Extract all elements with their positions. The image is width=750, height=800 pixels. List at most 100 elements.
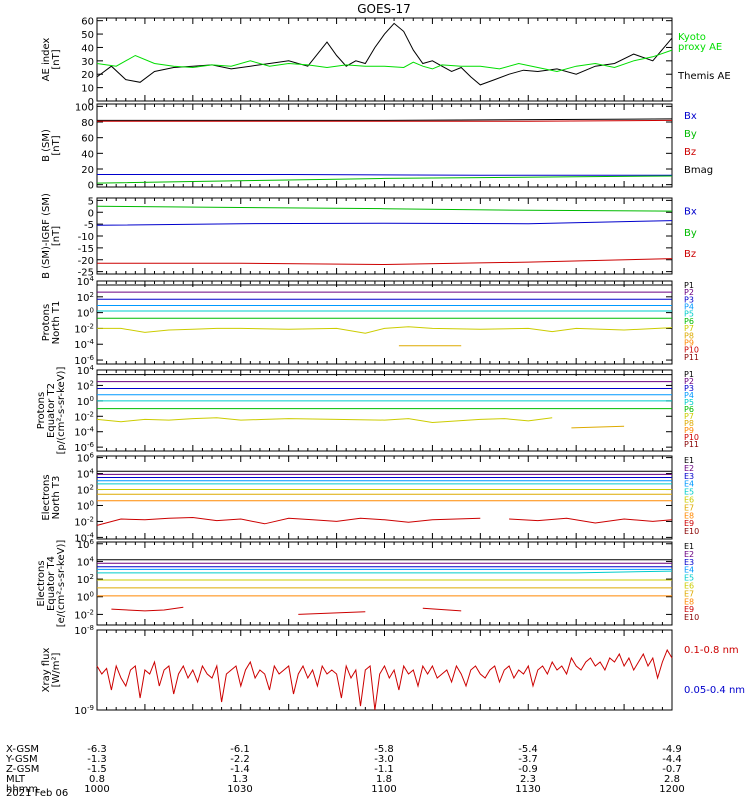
- legend-label: Bmag: [684, 165, 713, 176]
- y-axis-label: North T3: [51, 476, 62, 520]
- legend-label: P1: [684, 370, 694, 379]
- footer-row-label: X-GSM: [6, 744, 39, 755]
- footer-value: 1000: [84, 784, 109, 795]
- series-by: [96, 205, 673, 212]
- legend-label: E5: [684, 574, 694, 583]
- y-tick-label: 5: [88, 196, 94, 207]
- y-tick-label: 104: [77, 555, 95, 568]
- y-tick-label: 50: [81, 30, 94, 41]
- y-axis-label: [nT]: [51, 226, 62, 246]
- series-e9: [111, 606, 184, 612]
- legend-label: P7: [684, 412, 694, 421]
- y-axis-label: [W/m²]: [51, 652, 62, 687]
- y-tick-label: 0: [88, 181, 94, 192]
- series-themis-ae: [96, 22, 673, 86]
- legend-label: By: [684, 228, 697, 239]
- legend-label: By: [684, 129, 697, 140]
- legend-label: P9: [684, 426, 694, 435]
- series-e10: [509, 517, 673, 524]
- series-p7: [96, 417, 553, 424]
- footer-value: -0.9: [518, 764, 538, 775]
- footer-value: -1.1: [374, 764, 394, 775]
- y-tick-label: 10-4: [74, 338, 94, 351]
- footer-value: -4.4: [662, 754, 682, 765]
- y-tick-label: 10-9: [74, 704, 94, 717]
- footer-value: 1030: [227, 784, 252, 795]
- y-tick-label: 100: [75, 102, 94, 113]
- series-p8: [571, 425, 625, 429]
- y-axis-label: [p/(cm²-s-sr-keV)]: [56, 367, 67, 455]
- footer-value: -4.9: [662, 744, 682, 755]
- legend-label: P10: [684, 346, 699, 355]
- legend-label: 0.1-0.8 nm: [684, 645, 739, 656]
- legend-label: E3: [684, 472, 694, 481]
- footer-value: -1.3: [87, 754, 107, 765]
- panel-xray: 10-8 10-9 Xray flux [W/m²] 0.1-0.8 nm 0.05-0.…: [41, 624, 745, 717]
- y-tick-label: 10-2: [74, 608, 94, 621]
- footer-value: -2.2: [230, 754, 250, 765]
- footer-value: -3.0: [374, 754, 394, 765]
- footer-value: 1200: [659, 784, 684, 795]
- y-tick-label: 0: [88, 208, 94, 219]
- legend-label: P2: [684, 288, 694, 297]
- legend-label: E4: [684, 566, 694, 575]
- y-tick-label: 10-2: [74, 515, 94, 528]
- legend-label: E10: [684, 527, 699, 536]
- orbit-footer: X-GSM -6.3 -6.1 -5.8 -5.4 -4.9 Y-GSM -1.3 -2.2 -3…: [5, 744, 685, 799]
- y-tick-label: 0: [88, 97, 94, 108]
- y-axis-label: [nT]: [51, 135, 62, 155]
- series-bx: [97, 174, 672, 176]
- legend-label: P8: [684, 419, 694, 428]
- y-tick-label: 10-8: [74, 624, 94, 637]
- footer-value: -1.4: [230, 764, 250, 775]
- footer-value: -6.3: [87, 744, 107, 755]
- y-tick-label: 10-2: [74, 322, 94, 335]
- y-tick-label: 40: [81, 149, 94, 160]
- legend-label: P3: [684, 384, 694, 393]
- y-axis-label: B (SM)-IGRF (SM): [41, 193, 52, 279]
- y-tick-label: 102: [77, 484, 94, 497]
- legend-label: E9: [684, 519, 694, 528]
- legend-label: P2: [684, 377, 694, 386]
- y-tick-label: 100: [77, 307, 94, 320]
- y-axis-label: Protons: [36, 392, 47, 429]
- legend-label: E2: [684, 464, 694, 473]
- y-tick-label: 10-2: [74, 410, 94, 423]
- y-tick-label: 104: [77, 364, 95, 377]
- y-tick-label: 106: [77, 538, 95, 551]
- footer-value: 1130: [515, 784, 540, 795]
- y-tick-label: 100: [77, 395, 94, 408]
- legend-label: P10: [684, 433, 699, 442]
- y-tick-label: -20: [78, 256, 94, 267]
- series-kyoto-proxy-ae: [96, 49, 673, 73]
- plot-frame: [96, 17, 673, 102]
- legend-label: P9: [684, 338, 694, 347]
- panel-electronsT4: 106 104 102 100 10-2 Electrons Equator T4 [e/(c…: [36, 538, 699, 627]
- y-axis-label: Electrons: [41, 474, 52, 520]
- legend-label: E3: [684, 558, 694, 567]
- y-tick-label: 60: [81, 17, 94, 28]
- legend-label: E6: [684, 582, 694, 591]
- footer-value: -5.8: [374, 744, 394, 755]
- legend-label: P11: [684, 440, 699, 449]
- legend-label: 0.05-0.4 nm: [684, 685, 745, 696]
- plot-frame: [96, 280, 673, 365]
- plot-frame: [96, 369, 673, 452]
- y-tick-label: 104: [77, 468, 95, 481]
- footer-value: -5.4: [518, 744, 538, 755]
- y-tick-label: 104: [77, 275, 95, 288]
- legend-label: E4: [684, 480, 694, 489]
- legend-label: E1: [684, 542, 694, 551]
- footer-date: 2021 Feb 06: [6, 788, 68, 799]
- plot-frame: [96, 455, 673, 540]
- y-tick-label: 10: [81, 84, 94, 95]
- series-e9c: [422, 607, 462, 612]
- plot-frame: [96, 541, 673, 626]
- y-tick-label: 102: [77, 379, 94, 392]
- plot-frame: [96, 197, 673, 275]
- y-tick-label: 20: [81, 165, 94, 176]
